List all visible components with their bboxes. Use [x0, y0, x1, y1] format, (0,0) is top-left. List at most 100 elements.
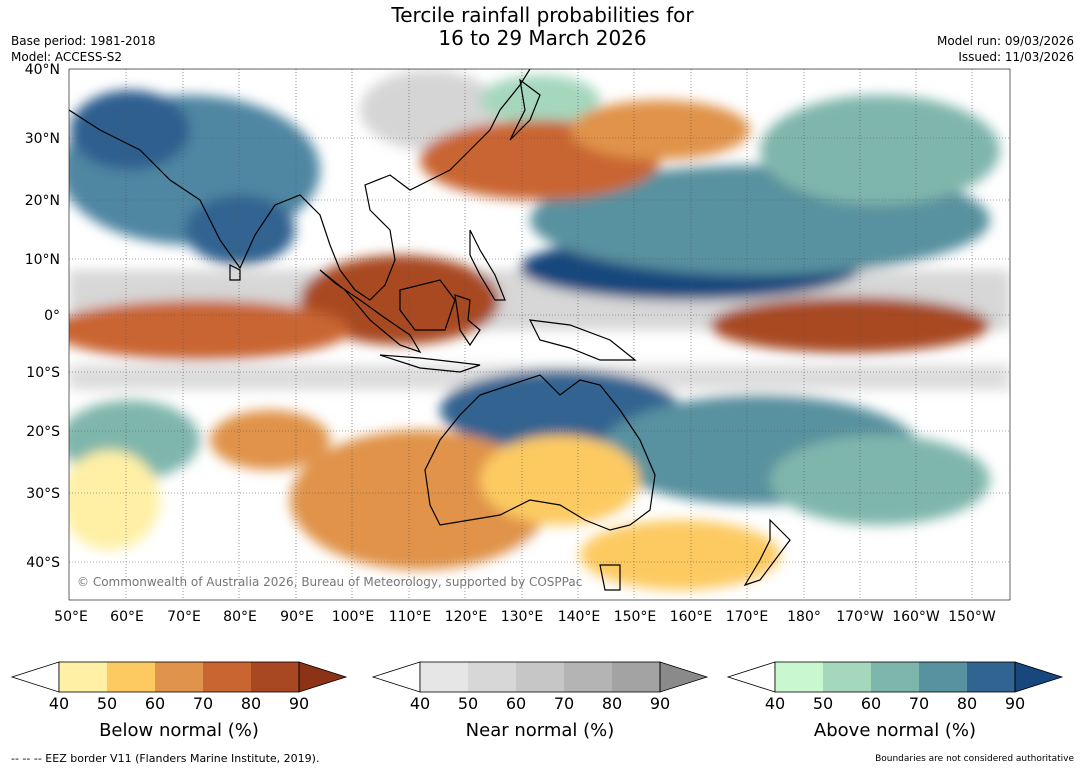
colorbar-tick: 90 — [650, 694, 670, 713]
colorbar-tick: 80 — [241, 694, 261, 713]
colorbar-near-swatch-70 — [564, 662, 612, 692]
lon-label: 150°W — [948, 609, 996, 625]
colorbar-near: 40 50 60 70 80 90 Near normal (%) — [371, 661, 709, 741]
map-frame — [68, 68, 1011, 601]
longitude-labels: 50°E 60°E 70°E 80°E 90°E 100°E 110°E 120… — [54, 609, 996, 625]
eez-note: -- -- -- EEZ border V11 (Flanders Marine… — [11, 752, 320, 765]
copyright-credit: © Commonwealth of Australia 2026, Bureau… — [77, 575, 582, 589]
lon-label: 110°E — [389, 609, 432, 625]
tasmania-outline — [599, 564, 621, 591]
issued-date: Issued: 11/03/2026 — [958, 50, 1074, 64]
lon-label: 160°E — [670, 609, 713, 625]
lat-label: 40°N — [25, 62, 60, 78]
colorbar-above-max-extend — [1014, 661, 1064, 693]
colorbar-near-swatch-80 — [612, 662, 660, 692]
below-central-pacific — [710, 297, 990, 353]
lon-label: 160°W — [892, 609, 940, 625]
colorbar-below-swatch-40 — [59, 662, 107, 692]
lon-label: 130°E — [501, 609, 544, 625]
lon-label: 170°E — [726, 609, 769, 625]
colorbar-below-swatch-80 — [251, 662, 299, 692]
map-title: Tercile rainfall probabilities for 16 to… — [0, 4, 1085, 50]
colorbar-tick: 60 — [145, 694, 165, 713]
sulawesi-outline — [454, 294, 481, 347]
colorbar-below-swatch-50 — [107, 662, 155, 692]
meta-right: Model run: 09/03/2026 Issued: 11/03/2026 — [937, 33, 1074, 65]
colorbar-above-swatch-60 — [871, 662, 919, 692]
colorbar-tick: 40 — [49, 694, 69, 713]
colorbar-below: 40 50 60 70 80 90 Below normal (%) — [10, 661, 348, 741]
colorbar-tick: 80 — [602, 694, 622, 713]
asia-coastline — [69, 69, 531, 301]
colorbar-tick: 50 — [97, 694, 117, 713]
japan-outline — [509, 78, 541, 141]
graticule — [69, 69, 1010, 600]
lon-label: 180° — [787, 609, 821, 625]
above-north-pacific-east — [760, 95, 1000, 205]
colorbar-tick: 60 — [861, 694, 881, 713]
below-south-west-indian — [69, 450, 160, 550]
colorbar-tick: 50 — [813, 694, 833, 713]
colorbar-near-min-extend — [371, 661, 421, 693]
colorbar-tick: 40 — [765, 694, 785, 713]
colorbar-near-swatch-50 — [468, 662, 516, 692]
colorbar-below-label: Below normal (%) — [99, 720, 259, 741]
lon-label: 100°E — [332, 609, 375, 625]
colorbar-tick: 90 — [289, 694, 309, 713]
colorbar-below-swatch-70 — [203, 662, 251, 692]
colorbar-below-max-extend — [298, 661, 348, 693]
lon-label: 80°E — [223, 609, 257, 625]
colorbar-tick: 70 — [909, 694, 929, 713]
meta-left: Base period: 1981-2018 Model: ACCESS-S2 — [11, 33, 156, 65]
colorbar-above-frame — [774, 661, 1016, 693]
colorbar-above: 40 50 60 70 80 90 Above normal (%) — [726, 661, 1064, 741]
below-equatorial-indian — [69, 300, 350, 360]
above-south-pacific-east — [770, 435, 990, 525]
above-arabia — [70, 90, 190, 170]
borneo-outline — [399, 279, 456, 331]
lat-label: 0° — [44, 308, 60, 324]
lat-label: 10°S — [26, 365, 60, 381]
lon-label: 90°E — [280, 609, 314, 625]
lon-label: 70°E — [167, 609, 201, 625]
base-period: Base period: 1981-2018 — [11, 34, 156, 48]
colorbar-near-swatch-60 — [516, 662, 564, 692]
below-central-australia — [480, 435, 640, 525]
colorbar-tick: 80 — [957, 694, 977, 713]
lon-label: 50°E — [54, 609, 88, 625]
java-outline — [379, 354, 481, 373]
colorbar-below-min-extend — [10, 661, 60, 693]
colorbar-above-swatch-40 — [775, 662, 823, 692]
probability-field: © Commonwealth of Australia 2026, Bureau… — [69, 69, 1010, 600]
below-tasman — [580, 520, 780, 590]
colorbar-tick: 70 — [554, 694, 574, 713]
colorbar-above-label: Above normal (%) — [814, 720, 976, 741]
colorbar-above-swatch-70 — [919, 662, 967, 692]
philippines-outline — [469, 229, 506, 301]
colorbar-near-label: Near normal (%) — [466, 720, 615, 741]
colorbar-tick: 90 — [1005, 694, 1025, 713]
title-line2: 16 to 29 March 2026 — [438, 26, 647, 50]
lon-label: 60°E — [110, 609, 144, 625]
above-china-north — [480, 75, 600, 125]
colorbar-tick: 40 — [410, 694, 430, 713]
lat-label: 40°S — [26, 555, 60, 571]
below-indian-subtropics — [210, 410, 330, 470]
lat-label: 10°N — [25, 252, 60, 268]
lon-label: 170°W — [836, 609, 884, 625]
colorbar-above-swatch-80 — [967, 662, 1015, 692]
colorbar-above-min-extend — [726, 661, 776, 693]
colorbar-near-max-extend — [659, 661, 709, 693]
lon-label: 140°E — [558, 609, 601, 625]
colorbar-below-swatch-60 — [155, 662, 203, 692]
colorbar-above-swatch-50 — [823, 662, 871, 692]
sumatra-outline — [319, 269, 422, 354]
below-west-pacific-north — [570, 100, 750, 160]
title-line1: Tercile rainfall probabilities for — [391, 3, 694, 27]
sri-lanka-outline — [229, 264, 241, 281]
colorbar-tick: 60 — [506, 694, 526, 713]
model-name: Model: ACCESS-S2 — [11, 50, 123, 64]
colorbar-tick: 50 — [458, 694, 478, 713]
new-guinea-outline — [528, 319, 637, 361]
coastlines — [69, 69, 791, 591]
